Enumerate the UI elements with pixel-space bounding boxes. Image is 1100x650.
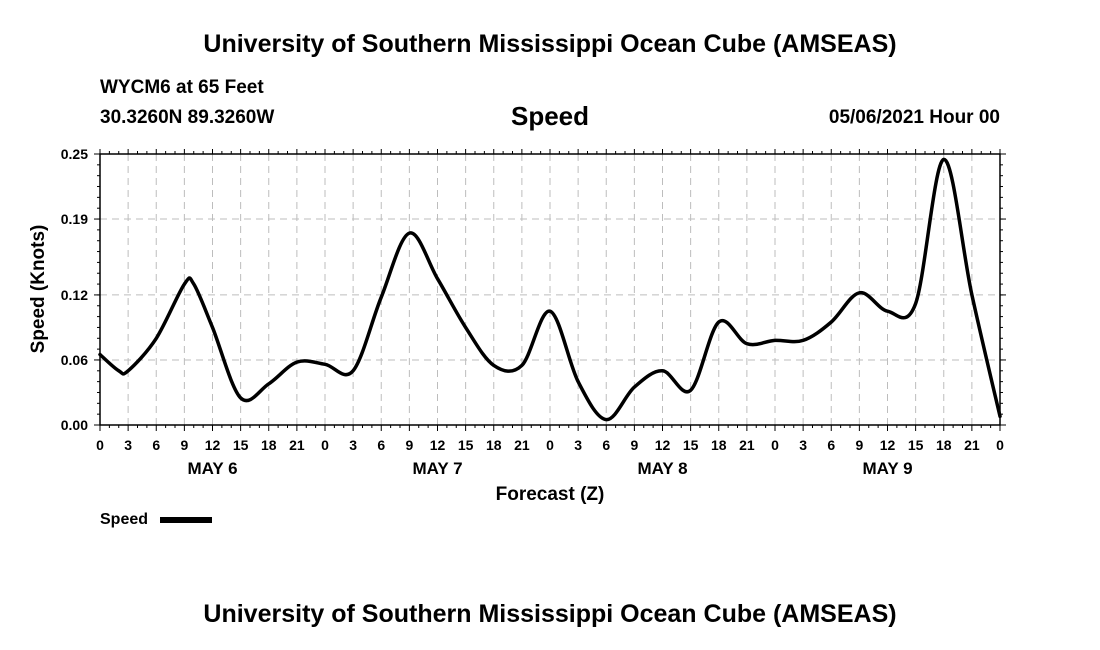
day-label: MAY 9 xyxy=(862,459,912,478)
legend-swatch xyxy=(160,517,212,523)
x-tick-label: 3 xyxy=(799,437,807,453)
x-tick-label: 18 xyxy=(711,437,727,453)
y-tick-labels: 0.00 0.06 0.12 0.19 0.25 xyxy=(61,146,88,433)
x-tick-label: 3 xyxy=(124,437,132,453)
grid xyxy=(100,154,1000,425)
x-tick-label: 12 xyxy=(655,437,671,453)
x-tick-label: 21 xyxy=(964,437,980,453)
x-tick-label: 9 xyxy=(855,437,863,453)
day-label: MAY 6 xyxy=(187,459,237,478)
x-tick-label: 18 xyxy=(261,437,277,453)
x-tick-label: 21 xyxy=(739,437,755,453)
y-tick-label: 0.25 xyxy=(61,146,88,162)
x-tick-label: 0 xyxy=(96,437,104,453)
y-tick-label: 0.19 xyxy=(61,211,88,227)
x-tick-label: 3 xyxy=(349,437,357,453)
station-label: WYCM6 at 65 Feet xyxy=(100,77,264,98)
x-tick-label: 12 xyxy=(430,437,446,453)
day-label: MAY 7 xyxy=(412,459,462,478)
x-tick-label: 15 xyxy=(908,437,924,453)
x-tick-label: 18 xyxy=(486,437,502,453)
series-line-speed xyxy=(98,157,1002,422)
x-tick-labels: 0 3 6 9 12 15 18 21 0 3 6 9 12 15 18 21 0 3 6 9 12 15 18 21 0 3 6 9… xyxy=(96,437,1004,453)
chart-title-top: University of Southern Mississippi Ocean… xyxy=(203,30,897,58)
x-tick-label: 6 xyxy=(152,437,160,453)
x-tick-label: 9 xyxy=(180,437,188,453)
x-tick-label: 0 xyxy=(321,437,329,453)
y-tick-label: 0.00 xyxy=(61,417,88,433)
x-tick-label: 6 xyxy=(827,437,835,453)
x-tick-label: 21 xyxy=(514,437,530,453)
x-tick-label: 6 xyxy=(602,437,610,453)
day-label: MAY 8 xyxy=(637,459,687,478)
y-tick-label: 0.12 xyxy=(61,287,88,303)
x-tick-label: 15 xyxy=(683,437,699,453)
x-tick-label: 0 xyxy=(546,437,554,453)
x-tick-label: 9 xyxy=(405,437,413,453)
x-tick-label: 3 xyxy=(574,437,582,453)
x-tick-label: 21 xyxy=(289,437,305,453)
x-tick-label: 0 xyxy=(771,437,779,453)
plot-frame xyxy=(99,153,1001,426)
x-tick-label: 18 xyxy=(936,437,952,453)
x-tick-label: 12 xyxy=(205,437,221,453)
x-tick-label: 15 xyxy=(233,437,249,453)
date-label: 05/06/2021 Hour 00 xyxy=(828,107,1000,128)
x-tick-label: 9 xyxy=(630,437,638,453)
x-axis-label: Forecast (Z) xyxy=(496,484,605,505)
y-axis-label: Speed (Knots) xyxy=(28,225,49,354)
location-label: 30.3260N 89.3260W xyxy=(100,107,275,128)
x-tick-label: 6 xyxy=(377,437,385,453)
x-tick-label: 12 xyxy=(880,437,896,453)
variable-heading: Speed xyxy=(510,101,590,131)
y-tick-label: 0.06 xyxy=(61,352,88,368)
day-labels: MAY 6 MAY 7 MAY 8 MAY 9 xyxy=(187,459,912,478)
x-tick-label: 0 xyxy=(996,437,1004,453)
legend-label: Speed xyxy=(100,511,148,528)
chart-title-bottom: University of Southern Mississippi Ocean… xyxy=(203,600,897,628)
x-tick-label: 15 xyxy=(458,437,474,453)
